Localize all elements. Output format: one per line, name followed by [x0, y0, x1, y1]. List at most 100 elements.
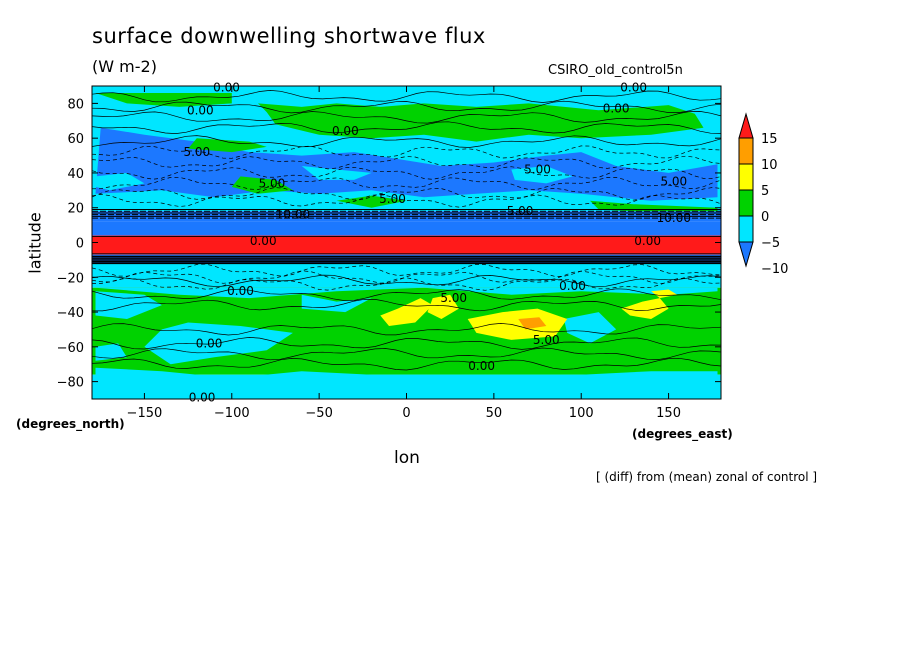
contour-line-solid-8	[92, 323, 721, 336]
south-patch-4	[95, 367, 718, 399]
colorbar-extend-min	[738, 241, 754, 268]
contour-label-14: 0.00	[634, 234, 661, 248]
contour-label-18: 0.00	[559, 279, 586, 293]
contour-line-solid-7	[92, 298, 721, 312]
north-patch-7	[336, 195, 407, 208]
contour-line-solid-4	[92, 135, 721, 148]
contour-line-dashed-2	[92, 166, 721, 180]
colorbar-swatch-4	[738, 137, 754, 165]
colorbar-swatch-2	[738, 189, 754, 217]
contour-line-solid-1	[92, 100, 721, 114]
contour-label-15: 5.00	[440, 291, 467, 305]
north-patch-1	[258, 103, 704, 142]
x-axis-label: lon	[394, 448, 420, 468]
contour-line-solid-10	[92, 347, 721, 361]
x-axis-unit: (degrees_east)	[632, 427, 733, 441]
contour-label-5: 5.00	[183, 145, 210, 159]
contour-label-9: 5.00	[660, 175, 687, 189]
colorbar-label-5: −10	[761, 262, 788, 277]
filled-contours	[92, 86, 721, 399]
contour-label-13: 0.00	[250, 234, 277, 248]
contour-label-0: 0.00	[213, 81, 240, 95]
north-patch-10	[95, 172, 145, 191]
contour-label-16: 5.00	[533, 333, 560, 347]
colorbar-label-2: 5	[761, 184, 769, 199]
difference-note: [ (diff) from (mean) zonal of control ]	[596, 470, 818, 484]
north-patch-8	[590, 200, 718, 212]
contour-label-20: 0.00	[468, 359, 495, 373]
south-patch-7	[380, 298, 433, 326]
south-patch-11	[621, 298, 669, 319]
y-tick-label-7: −60	[57, 341, 84, 356]
y-tick-label-6: −40	[57, 306, 84, 321]
contour-label-11: 10.00	[276, 208, 310, 222]
contour-label-12: 10.00	[657, 211, 691, 225]
lat-band-3	[92, 235, 721, 255]
x-tick-label-3: 0	[402, 406, 410, 421]
contour-label-6: 5.00	[259, 176, 286, 190]
contour-label-3: 0.00	[603, 102, 630, 116]
contour-line-solid-2	[92, 111, 721, 124]
contour-label-8: 5.00	[524, 162, 551, 176]
contour-line-dashed-1	[92, 155, 721, 170]
axes: −150 −100 −50 0 50 100 150 80 60 40 20 0 −20 −40 −60 −8…	[57, 86, 721, 421]
lat-band-5	[92, 263, 721, 288]
x-tick-label-2: −50	[305, 406, 332, 421]
south-patch-10	[518, 317, 547, 330]
x-tick-label-1: −100	[214, 406, 250, 421]
contour-line-solid-3	[92, 121, 721, 134]
contour-label-1: 0.00	[187, 103, 214, 117]
south-patch-6	[95, 343, 127, 361]
colorbar-label-0: 15	[761, 132, 778, 147]
lat-band-2	[92, 221, 721, 236]
contour-label-10: 5.00	[507, 204, 534, 218]
y-tick-label-4: 0	[76, 237, 84, 252]
chart-units: (W m-2)	[92, 57, 157, 76]
x-tick-label-0: −150	[127, 406, 163, 421]
lat-band-4	[92, 254, 721, 264]
y-tick-label-3: 20	[67, 202, 84, 217]
contour-label-19: 0.00	[196, 336, 223, 350]
colorbar-label-3: 0	[761, 210, 769, 225]
contour-labels: 0.00 0.00 0.00 0.00 0.00 5.00 5.00 5.00 5.00 5.00…	[183, 81, 691, 405]
north-patch-9	[188, 138, 267, 153]
contour-line-dashed-4	[92, 187, 721, 201]
y-tick-label-0: 80	[67, 97, 84, 112]
contour-label-17: 0.00	[227, 284, 254, 298]
y-tick-label-8: −80	[57, 376, 84, 391]
contour-line-dashed-7	[92, 270, 721, 285]
contour-line-solid-6	[92, 288, 721, 301]
x-tick-label-4: 50	[486, 406, 503, 421]
north-patch-6	[231, 176, 293, 194]
south-patch-9	[467, 308, 568, 340]
colorbar-label-4: −5	[761, 236, 780, 251]
colorbar-label-1: 10	[761, 158, 778, 173]
chart-title: surface downwelling shortwave flux	[92, 24, 486, 48]
colorbar-swatch-1	[738, 215, 754, 243]
contour-line-dashed-6	[92, 263, 721, 277]
y-axis-unit: (degrees_north)	[16, 417, 125, 431]
colorbar-extend-max	[738, 112, 754, 139]
y-tick-label-1: 60	[67, 132, 84, 147]
contour-line-solid-9	[92, 337, 721, 350]
south-patch-8	[427, 294, 459, 319]
colorbar-swatch-3	[738, 163, 754, 191]
contour-label-7: 5.00	[379, 192, 406, 206]
contour-label-21: 0.00	[189, 390, 216, 404]
contour-line-solid-0	[92, 90, 721, 103]
x-tick-label-6: 150	[656, 406, 681, 421]
colorbar: 15 10 5 0 −5 −10	[738, 112, 788, 277]
x-tick-label-5: 100	[569, 406, 594, 421]
contour-lines	[92, 90, 721, 371]
south-patch-5	[563, 312, 617, 344]
contour-line-dashed-0	[92, 145, 721, 159]
contour-label-4: 0.00	[332, 124, 359, 138]
contour-line-solid-11	[92, 357, 721, 371]
y-tick-label-5: −20	[57, 271, 84, 286]
contour-line-dashed-3	[92, 176, 721, 190]
y-tick-label-2: 40	[67, 167, 84, 182]
contour-label-2: 0.00	[620, 81, 647, 95]
contour-line-dashed-5	[92, 194, 721, 208]
model-name: CSIRO_old_control5n	[548, 63, 683, 78]
